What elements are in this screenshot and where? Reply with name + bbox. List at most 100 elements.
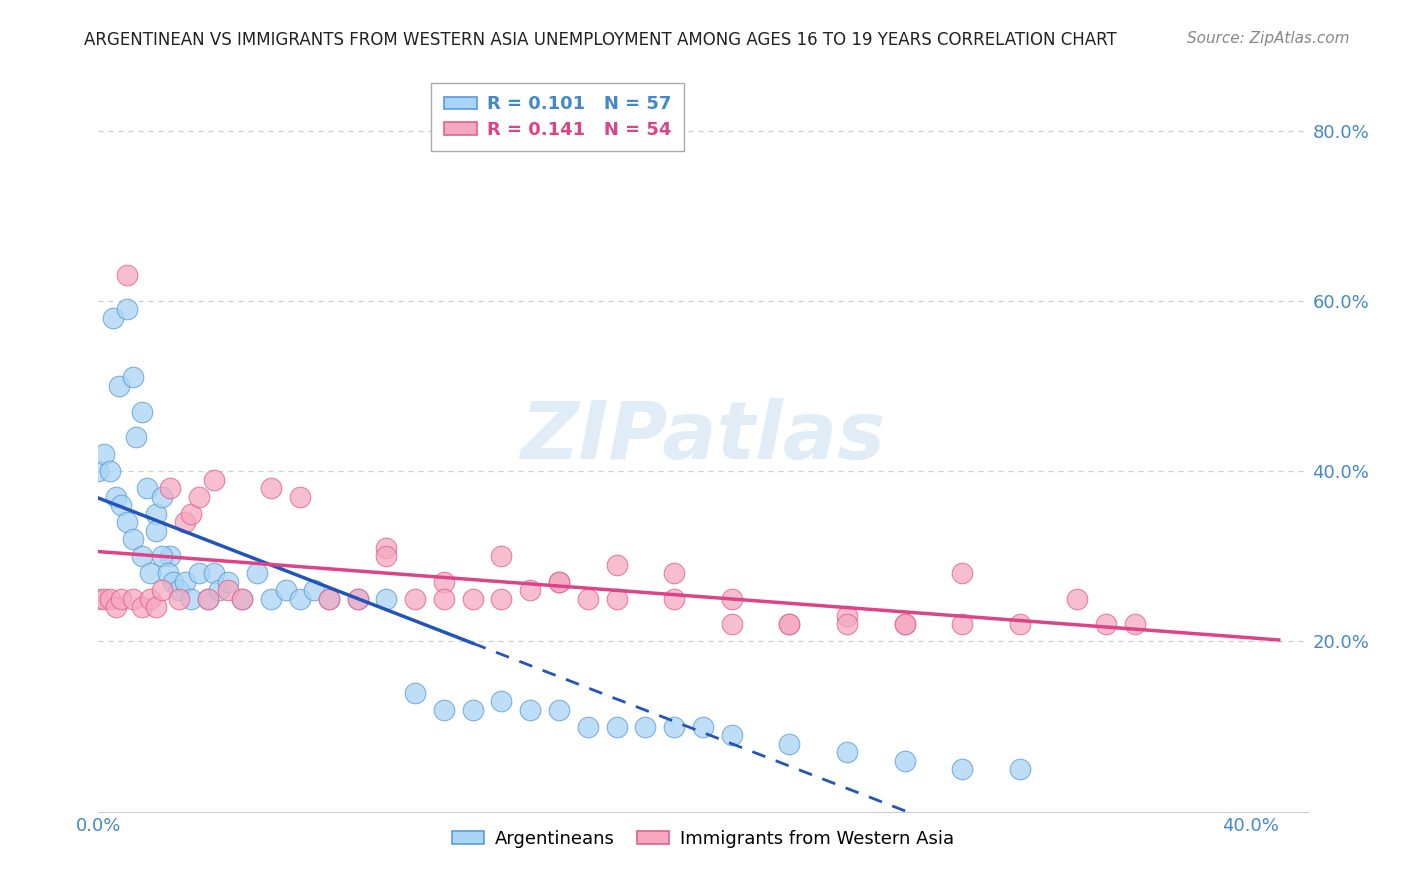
Point (197, 591, 219, 606)
Point (231, 591, 253, 606)
Point (606, 558, 628, 572)
Point (720, 617, 742, 632)
Point (1095, 617, 1118, 632)
Point (167, 591, 190, 606)
Point (1008, 617, 1031, 632)
Point (122, 533, 145, 547)
Point (188, 490, 211, 504)
Point (136, 481, 159, 495)
Point (1008, 762, 1031, 776)
Point (519, 702, 541, 716)
Point (346, 591, 368, 606)
Point (131, 404, 153, 418)
Point (180, 591, 202, 606)
Point (246, 566, 269, 581)
Point (217, 574, 239, 589)
Point (274, 583, 297, 598)
Point (173, 515, 195, 529)
Point (778, 617, 800, 632)
Point (950, 762, 973, 776)
Point (131, 600, 153, 615)
Point (950, 617, 973, 632)
Point (491, 694, 513, 708)
Point (664, 566, 686, 581)
Point (93, 447, 115, 461)
Point (104, 600, 127, 615)
Text: Source: ZipAtlas.com: Source: ZipAtlas.com (1187, 31, 1350, 46)
Point (893, 617, 915, 632)
Point (433, 574, 456, 589)
Point (893, 617, 915, 632)
Point (202, 473, 225, 487)
Point (461, 591, 484, 606)
Point (893, 754, 915, 768)
Point (288, 490, 311, 504)
Point (156, 566, 179, 581)
Point (260, 481, 283, 495)
Point (548, 574, 571, 589)
Point (1123, 617, 1146, 632)
Point (150, 490, 173, 504)
Point (375, 549, 398, 564)
Point (139, 591, 162, 606)
Point (104, 490, 127, 504)
Point (208, 583, 231, 598)
Point (101, 310, 124, 325)
Point (375, 591, 398, 606)
Point (664, 591, 686, 606)
Point (778, 617, 800, 632)
Point (720, 728, 742, 742)
Point (433, 702, 456, 716)
Point (115, 515, 138, 529)
Point (835, 617, 858, 632)
Point (202, 566, 225, 581)
Point (110, 591, 132, 606)
Point (122, 370, 145, 384)
Point (634, 720, 657, 734)
Point (692, 720, 714, 734)
Point (150, 549, 173, 564)
Point (150, 583, 173, 598)
Point (346, 591, 368, 606)
Point (950, 566, 973, 581)
Point (318, 591, 340, 606)
Point (159, 549, 181, 564)
Point (162, 574, 184, 589)
Point (664, 720, 686, 734)
Point (778, 737, 800, 751)
Point (159, 481, 181, 495)
Point (404, 591, 426, 606)
Point (115, 302, 138, 317)
Point (548, 702, 571, 716)
Point (491, 591, 513, 606)
Point (110, 498, 132, 512)
Text: ZIPatlas: ZIPatlas (520, 398, 886, 476)
Point (548, 574, 571, 589)
Point (145, 600, 167, 615)
Point (131, 549, 153, 564)
Point (260, 591, 283, 606)
Point (180, 507, 202, 521)
Point (107, 379, 129, 393)
Point (139, 566, 162, 581)
Point (87, 591, 110, 606)
Point (606, 720, 628, 734)
Point (835, 745, 858, 759)
Point (93, 591, 115, 606)
Point (433, 591, 456, 606)
Point (576, 720, 599, 734)
Point (461, 702, 484, 716)
Point (576, 591, 599, 606)
Point (318, 591, 340, 606)
Text: ARGENTINEAN VS IMMIGRANTS FROM WESTERN ASIA UNEMPLOYMENT AMONG AGES 16 TO 19 YEA: ARGENTINEAN VS IMMIGRANTS FROM WESTERN A… (84, 31, 1118, 49)
Point (145, 507, 167, 521)
Point (835, 608, 858, 623)
Point (122, 591, 145, 606)
Point (145, 524, 167, 538)
Point (304, 583, 326, 598)
Point (519, 583, 541, 598)
Point (404, 685, 426, 699)
Point (375, 541, 398, 555)
Point (98, 591, 121, 606)
Point (87, 464, 110, 478)
